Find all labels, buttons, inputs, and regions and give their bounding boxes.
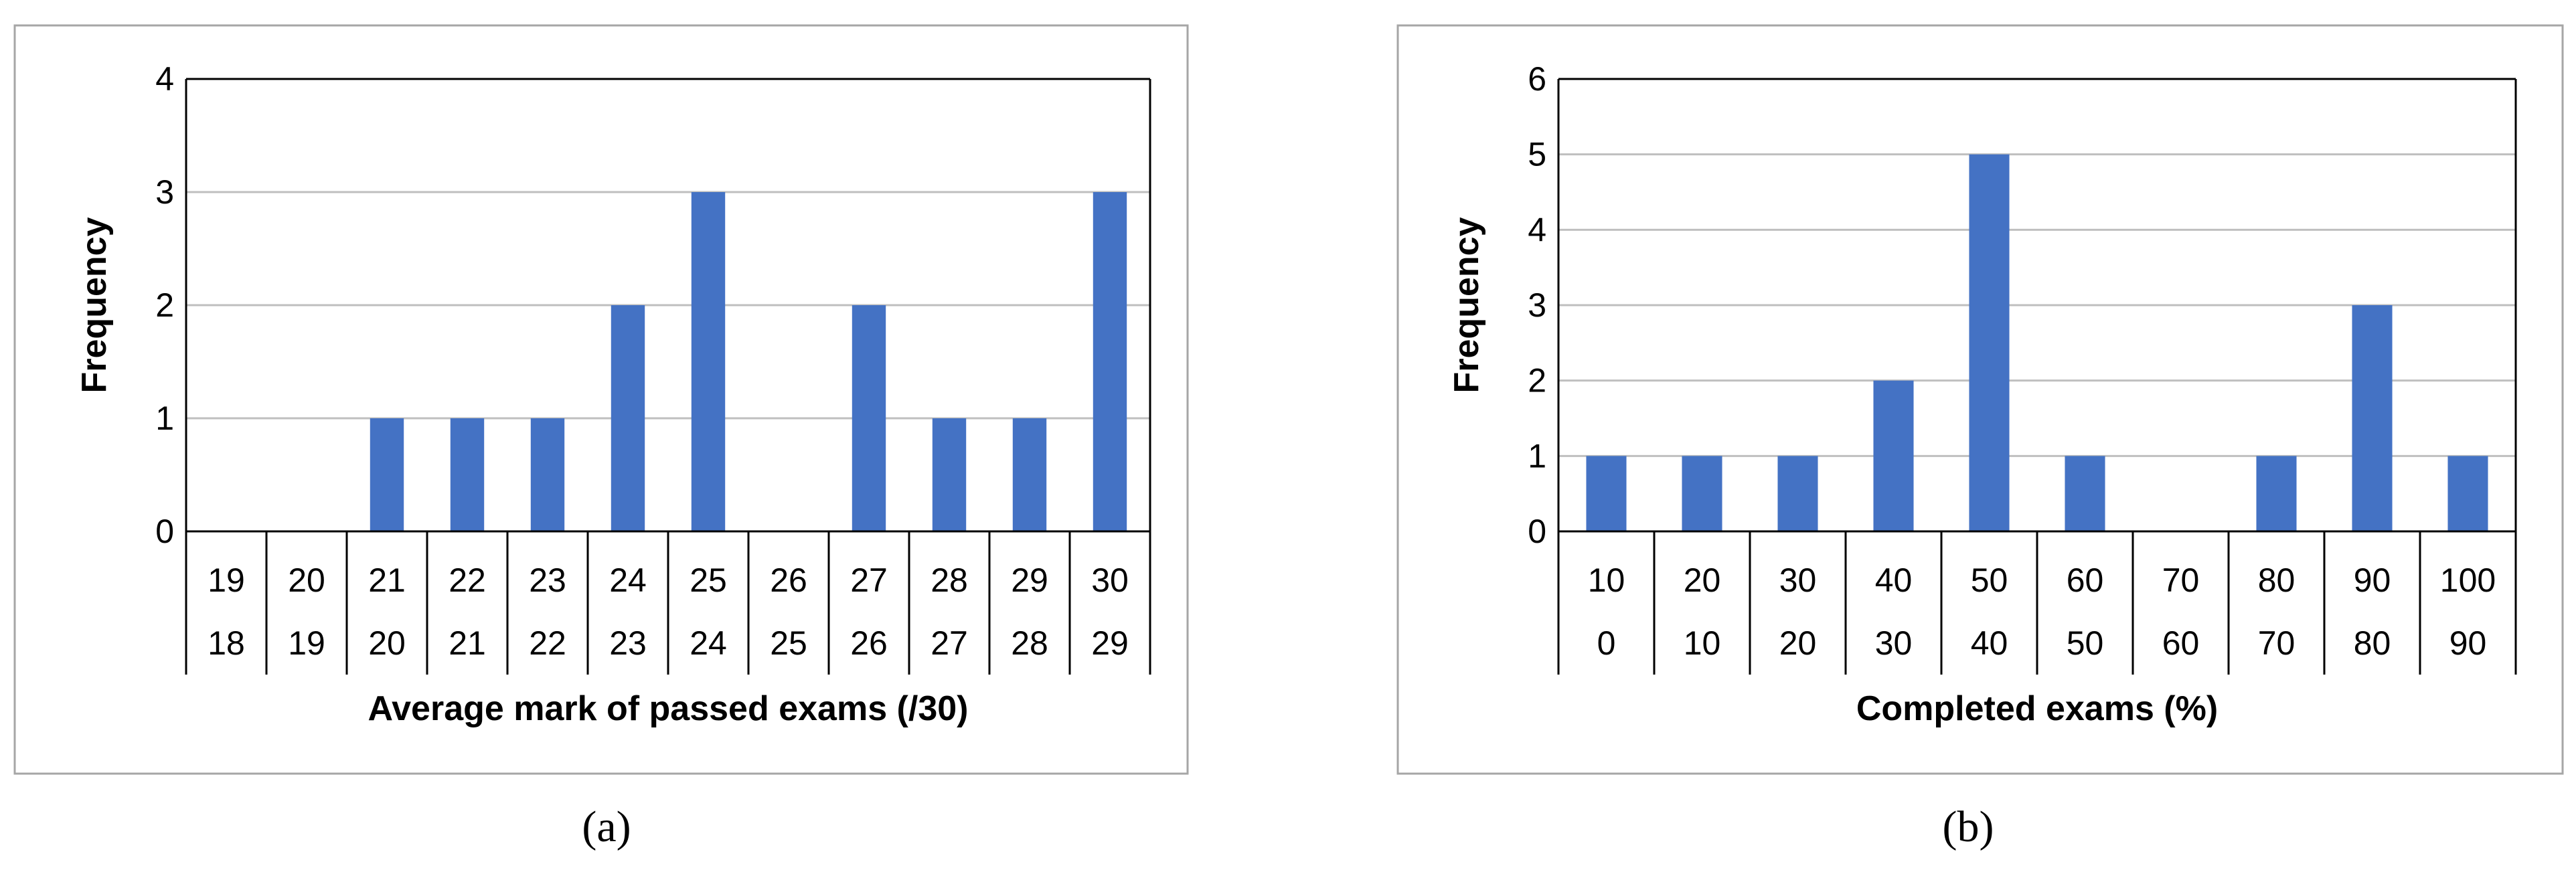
category-upper-label: 10 [1588, 561, 1625, 599]
x-axis-title: Average mark of passed exams (/30) [368, 689, 969, 728]
category-upper-label: 26 [770, 561, 807, 599]
bar [530, 418, 565, 531]
y-tick-label: 6 [1528, 60, 1546, 98]
y-tick-label: 0 [155, 513, 174, 550]
category-upper-label: 50 [1971, 561, 2008, 599]
caption-b: (b) [1942, 802, 1994, 851]
y-tick-label: 1 [1528, 437, 1546, 474]
y-tick-label: 1 [155, 400, 174, 437]
category-upper-label: 40 [1875, 561, 1913, 599]
bar [611, 305, 645, 531]
category-lower-label: 10 [1684, 624, 1721, 662]
category-lower-label: 22 [529, 624, 566, 662]
category-upper-label: 20 [288, 561, 325, 599]
bar [2447, 456, 2488, 531]
category-upper-label: 80 [2258, 561, 2296, 599]
category-upper-label: 24 [609, 561, 647, 599]
category-lower-label: 18 [208, 624, 245, 662]
bar [1969, 154, 2010, 531]
y-axis-title: Frequency [1447, 217, 1486, 393]
category-lower-label: 25 [770, 624, 807, 662]
category-upper-label: 22 [449, 561, 486, 599]
y-tick-label: 2 [1528, 362, 1546, 400]
category-lower-label: 60 [2162, 624, 2200, 662]
category-lower-label: 30 [1875, 624, 1913, 662]
chart-panel-b: 0 1 2 3 4 5 6 10 20 30 40 50 60 70 80 90 100 0 10 20 30 40 50 6… [1396, 24, 2564, 775]
y-tick-label: 3 [155, 173, 174, 211]
category-lower-label: 80 [2354, 624, 2391, 662]
y-tick-label: 4 [155, 60, 174, 98]
bar [932, 418, 967, 531]
x-axis-title: Completed exams (%) [1856, 689, 2218, 728]
y-tick-label: 4 [1528, 211, 1546, 248]
bar [1777, 456, 1818, 531]
bar [370, 418, 404, 531]
category-lower-label: 28 [1011, 624, 1048, 662]
category-upper-label: 20 [1684, 561, 1721, 599]
category-lower-label: 0 [1597, 624, 1616, 662]
category-lower-label: 20 [368, 624, 406, 662]
category-upper-label: 100 [2440, 561, 2496, 599]
category-upper-label: 60 [2067, 561, 2104, 599]
bar [852, 305, 886, 531]
y-tick-label: 2 [155, 286, 174, 324]
category-upper-label: 29 [1011, 561, 1048, 599]
chart-border [13, 24, 1189, 775]
category-lower-label: 21 [449, 624, 486, 662]
bar [2256, 456, 2297, 531]
bar [691, 192, 726, 531]
category-lower-label: 24 [690, 624, 727, 662]
bar [2065, 456, 2105, 531]
category-lower-label: 40 [1971, 624, 2008, 662]
category-upper-label: 30 [1091, 561, 1129, 599]
category-lower-label: 19 [288, 624, 325, 662]
category-upper-label: 23 [529, 561, 566, 599]
bar [450, 418, 485, 531]
category-upper-label: 19 [208, 561, 245, 599]
category-upper-label: 21 [368, 561, 406, 599]
y-tick-label: 5 [1528, 136, 1546, 173]
bar [1093, 192, 1127, 531]
category-lower-label: 23 [609, 624, 647, 662]
y-tick-label: 3 [1528, 286, 1546, 324]
bar [1682, 456, 1722, 531]
category-upper-label: 90 [2354, 561, 2391, 599]
y-tick-label: 0 [1528, 513, 1546, 550]
chart-panel-a: 0 1 2 3 4 19 20 21 22 23 24 25 26 27 28 29 30 18 19 20 21 22 2… [0, 0, 1192, 790]
y-axis-title: Frequency [75, 217, 114, 393]
category-upper-label: 28 [931, 561, 968, 599]
bar [1012, 418, 1047, 531]
category-lower-label: 20 [1779, 624, 1817, 662]
chart-b: 0 1 2 3 4 5 6 10 20 30 40 50 60 70 80 90 100 0 10 20 30 40 50 6… [1396, 24, 2564, 775]
category-lower-label: 26 [850, 624, 888, 662]
category-lower-label: 27 [931, 624, 968, 662]
category-lower-label: 29 [1091, 624, 1129, 662]
bar [1586, 456, 1627, 531]
category-lower-label: 70 [2258, 624, 2296, 662]
category-upper-label: 27 [850, 561, 888, 599]
caption-a: (a) [582, 802, 631, 851]
category-upper-label: 30 [1779, 561, 1817, 599]
category-upper-label: 25 [690, 561, 727, 599]
bar [1873, 380, 1914, 531]
category-lower-label: 90 [2449, 624, 2487, 662]
bar [2352, 305, 2393, 531]
category-lower-label: 50 [2067, 624, 2104, 662]
category-upper-label: 70 [2162, 561, 2200, 599]
